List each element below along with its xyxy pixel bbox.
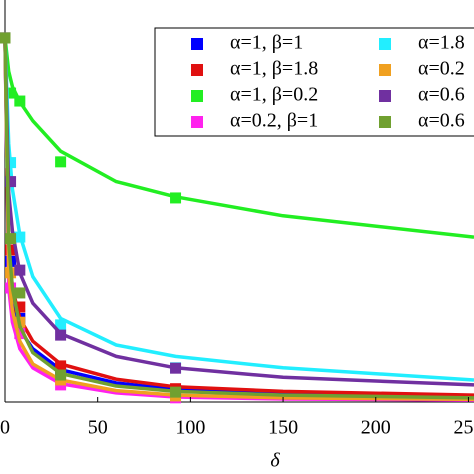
- marker: [14, 301, 26, 313]
- x-tick-label: 150: [268, 417, 298, 439]
- fit-line: [3, 37, 474, 387]
- marker: [170, 192, 182, 204]
- legend-marker: [379, 38, 391, 50]
- marker: [55, 360, 67, 372]
- fit-line: [3, 37, 474, 400]
- legend-marker: [379, 64, 391, 76]
- legend-marker: [191, 90, 203, 102]
- legend-marker: [379, 116, 391, 128]
- legend-marker: [191, 64, 203, 76]
- legend-label: α=1, β=1.8: [230, 58, 318, 80]
- legend-marker: [191, 38, 203, 50]
- marker: [5, 233, 17, 245]
- x-tick-label: 100: [175, 417, 205, 439]
- legend-label: α=0.6: [418, 84, 465, 106]
- marker: [14, 287, 26, 299]
- marker: [55, 369, 67, 381]
- marker: [170, 362, 182, 374]
- marker: [170, 386, 182, 398]
- legend-label: α=1.8: [418, 32, 465, 54]
- plot: [0, 32, 474, 404]
- fit-line: [3, 37, 474, 402]
- legend-marker: [379, 90, 391, 102]
- x-tick-label: 200: [361, 417, 391, 439]
- marker: [55, 329, 67, 341]
- marker: [5, 87, 17, 99]
- legend-label: α=0.2, β=1: [230, 110, 318, 132]
- marker: [5, 157, 17, 169]
- marker: [55, 319, 67, 331]
- legend-label: α=1, β=1: [230, 32, 303, 54]
- marker: [14, 95, 26, 107]
- legend: α=1, β=1 α=1, β=1.8 α=1, β=0.2 α=0.2, β=1 α=…: [191, 32, 465, 132]
- marker: [0, 32, 11, 44]
- legend-label: α=1, β=0.2: [230, 84, 318, 106]
- legend-box: [154, 27, 474, 137]
- x-tick-label: 0: [0, 417, 10, 439]
- marker: [14, 264, 26, 276]
- legend-label: α=0.2: [418, 58, 465, 80]
- legend-marker: [191, 116, 203, 128]
- x-tick-label: 50: [88, 417, 108, 439]
- marker: [14, 328, 26, 340]
- marker: [5, 176, 17, 188]
- legend-label: α=0.6: [418, 110, 465, 132]
- x-axis-label: δ: [270, 450, 280, 472]
- marker: [55, 156, 67, 168]
- x-tick-label: 250: [453, 417, 474, 439]
- marker: [14, 231, 26, 243]
- fit-line: [3, 37, 474, 239]
